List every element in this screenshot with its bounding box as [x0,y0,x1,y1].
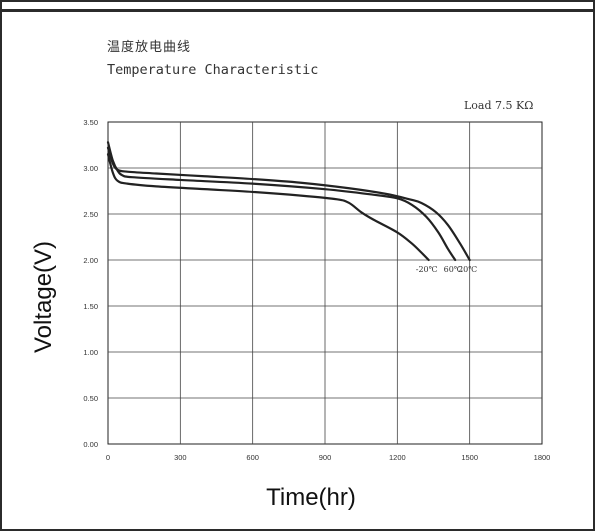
tick-labels: 0 300 600 900 1200 1500 1800 0.00 0.50 1.00 1.50 2.… [83,118,550,462]
y-tick-label: 3.50 [83,118,98,127]
y-tick-label: 2.00 [83,256,98,265]
y-tick-label: 1.00 [83,348,98,357]
chart-title: 温度放电曲线 [107,40,192,55]
y-tick-label: 3.00 [83,164,98,173]
series-lines [106,141,471,262]
series-line [106,141,457,262]
y-tick-label: 0.00 [83,440,98,449]
x-tick-label: 300 [174,453,187,462]
series-end-label: 60℃ [444,265,463,274]
y-tick-label: 1.50 [83,302,98,311]
y-tick-label: 2.50 [83,210,98,219]
grid [108,122,542,444]
y-tick-label: 0.50 [83,394,98,403]
y-axis-label: Voltage(V) [30,241,57,353]
series-labels: -20℃ 60℃20℃ [416,265,478,274]
x-tick-label: 1200 [389,453,406,462]
series-line [106,153,430,262]
x-tick-label: 600 [246,453,259,462]
x-tick-label: 1500 [461,453,478,462]
x-axis-label: Time(hr) [266,484,356,511]
series-end-label: -20℃ [416,265,438,274]
chart-subtitle: Temperature Characteristic [107,62,319,78]
x-tick-label: 1800 [534,453,551,462]
load-annotation: Load 7.5 KΩ [464,99,534,112]
series-end-label: 20℃ [458,265,477,274]
x-tick-label: 0 [106,453,110,462]
series-line [106,146,471,262]
top-border-strip [0,0,595,12]
x-tick-label: 900 [319,453,332,462]
